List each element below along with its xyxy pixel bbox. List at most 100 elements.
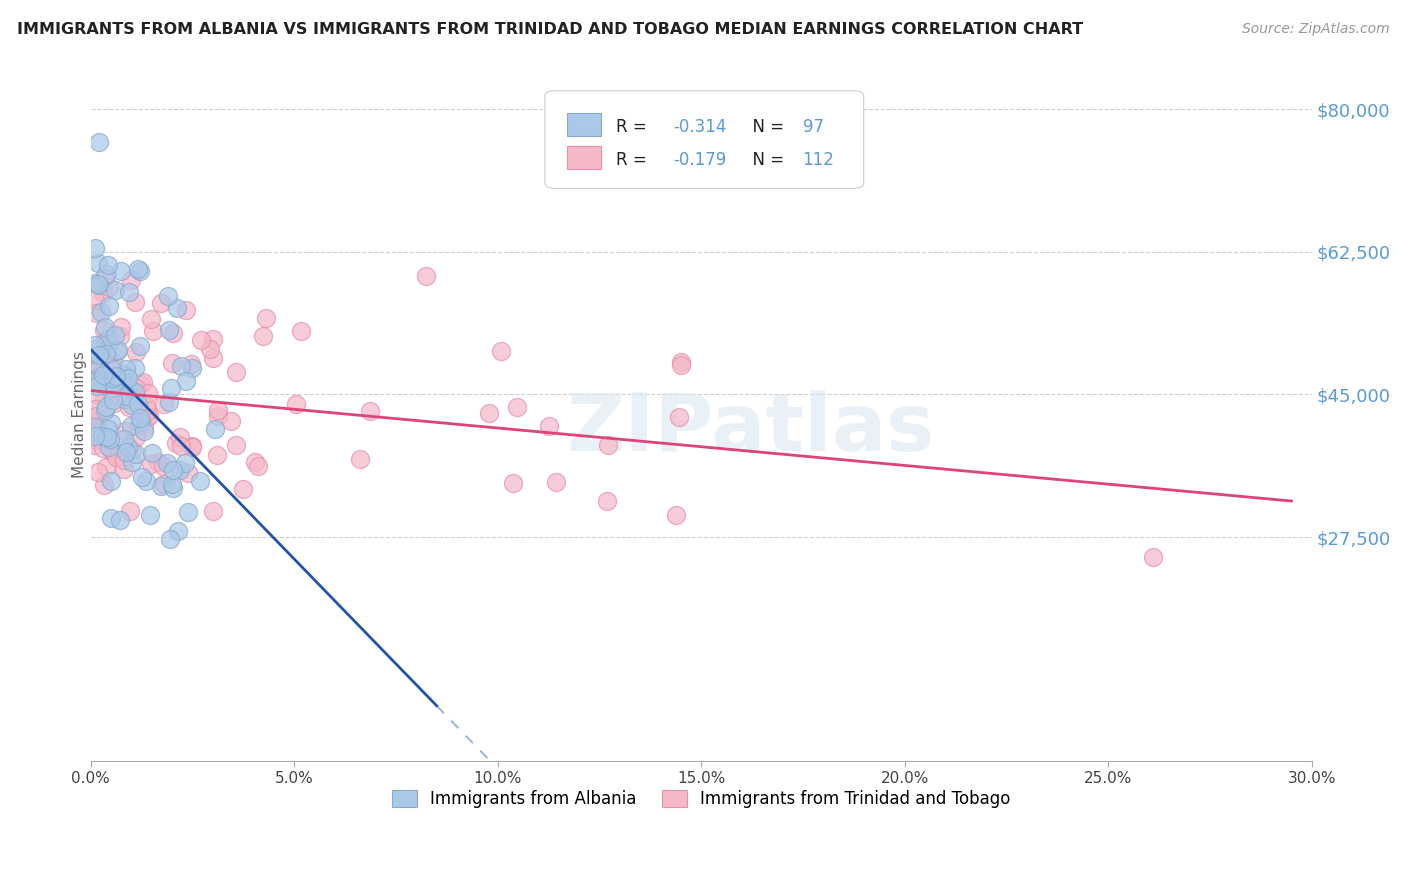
Point <box>117 370 139 384</box>
Point <box>166 524 188 539</box>
Point <box>87 348 110 362</box>
Point <box>174 302 197 317</box>
Point <box>188 474 211 488</box>
Point <box>115 445 138 459</box>
Point <box>198 343 221 357</box>
Point <box>201 504 224 518</box>
Point <box>665 508 688 522</box>
FancyBboxPatch shape <box>546 91 863 188</box>
Point <box>83 241 105 255</box>
Point <box>87 373 110 387</box>
Point <box>596 438 619 452</box>
Point <box>219 414 242 428</box>
Point <box>544 475 567 490</box>
Point <box>141 446 163 460</box>
Point <box>96 401 118 415</box>
Point <box>108 513 131 527</box>
Point <box>93 336 115 351</box>
Point <box>181 361 204 376</box>
Point <box>121 455 143 469</box>
FancyBboxPatch shape <box>567 145 602 169</box>
Point <box>83 402 105 417</box>
Point <box>152 458 174 473</box>
Point <box>177 505 200 519</box>
Point <box>181 441 204 455</box>
Point <box>132 424 155 438</box>
Point <box>103 395 125 409</box>
Point <box>245 455 267 469</box>
Point <box>97 299 120 313</box>
Point <box>128 264 150 278</box>
Text: R =: R = <box>616 119 652 136</box>
Point <box>121 442 143 457</box>
Point <box>177 466 200 480</box>
Point <box>97 351 120 365</box>
Point <box>201 333 224 347</box>
Point <box>247 458 270 473</box>
Point <box>107 343 129 358</box>
Point <box>89 278 111 293</box>
Point <box>93 323 115 337</box>
Point <box>149 478 172 492</box>
Point <box>166 301 188 316</box>
Point <box>96 459 118 474</box>
Point <box>111 379 134 393</box>
Point <box>103 393 125 408</box>
Point <box>207 403 229 417</box>
Point <box>668 410 690 425</box>
Point <box>138 409 160 424</box>
Point <box>180 439 202 453</box>
Point <box>118 400 141 414</box>
Point <box>83 413 105 427</box>
Point <box>90 305 112 319</box>
Legend: Immigrants from Albania, Immigrants from Trinidad and Tobago: Immigrants from Albania, Immigrants from… <box>385 783 1017 815</box>
Point <box>83 438 105 452</box>
Point <box>83 338 105 352</box>
Point <box>162 356 184 370</box>
Point <box>105 450 128 464</box>
Point <box>152 477 174 491</box>
Point <box>117 440 139 454</box>
Point <box>170 439 193 453</box>
Point <box>83 276 105 290</box>
Point <box>83 345 105 359</box>
Point <box>202 351 225 365</box>
Text: N =: N = <box>741 151 789 169</box>
Point <box>153 396 176 410</box>
Point <box>129 376 152 391</box>
Point <box>94 319 117 334</box>
Point <box>83 351 105 365</box>
Point <box>159 381 181 395</box>
Point <box>124 384 146 399</box>
Point <box>96 430 118 444</box>
Point <box>129 415 152 429</box>
Point <box>114 424 136 438</box>
Point <box>112 432 135 446</box>
Point <box>146 455 169 469</box>
Point <box>104 283 127 297</box>
Point <box>207 409 229 423</box>
Point <box>112 462 135 476</box>
Point <box>83 433 105 447</box>
Point <box>87 368 110 383</box>
Point <box>141 457 163 471</box>
Point <box>103 446 125 460</box>
Point <box>671 355 693 369</box>
Point <box>110 264 132 278</box>
Text: -0.314: -0.314 <box>673 119 727 136</box>
Point <box>93 478 115 492</box>
Point <box>118 285 141 299</box>
Point <box>97 422 120 436</box>
Point <box>83 293 105 308</box>
Point <box>149 296 172 310</box>
Point <box>84 343 107 357</box>
Text: 97: 97 <box>803 119 824 136</box>
Point <box>104 327 127 342</box>
Point <box>538 419 561 434</box>
Point <box>170 359 193 373</box>
Point <box>98 382 121 396</box>
Point <box>87 423 110 437</box>
Point <box>91 441 114 455</box>
Point <box>124 294 146 309</box>
Point <box>120 504 142 518</box>
